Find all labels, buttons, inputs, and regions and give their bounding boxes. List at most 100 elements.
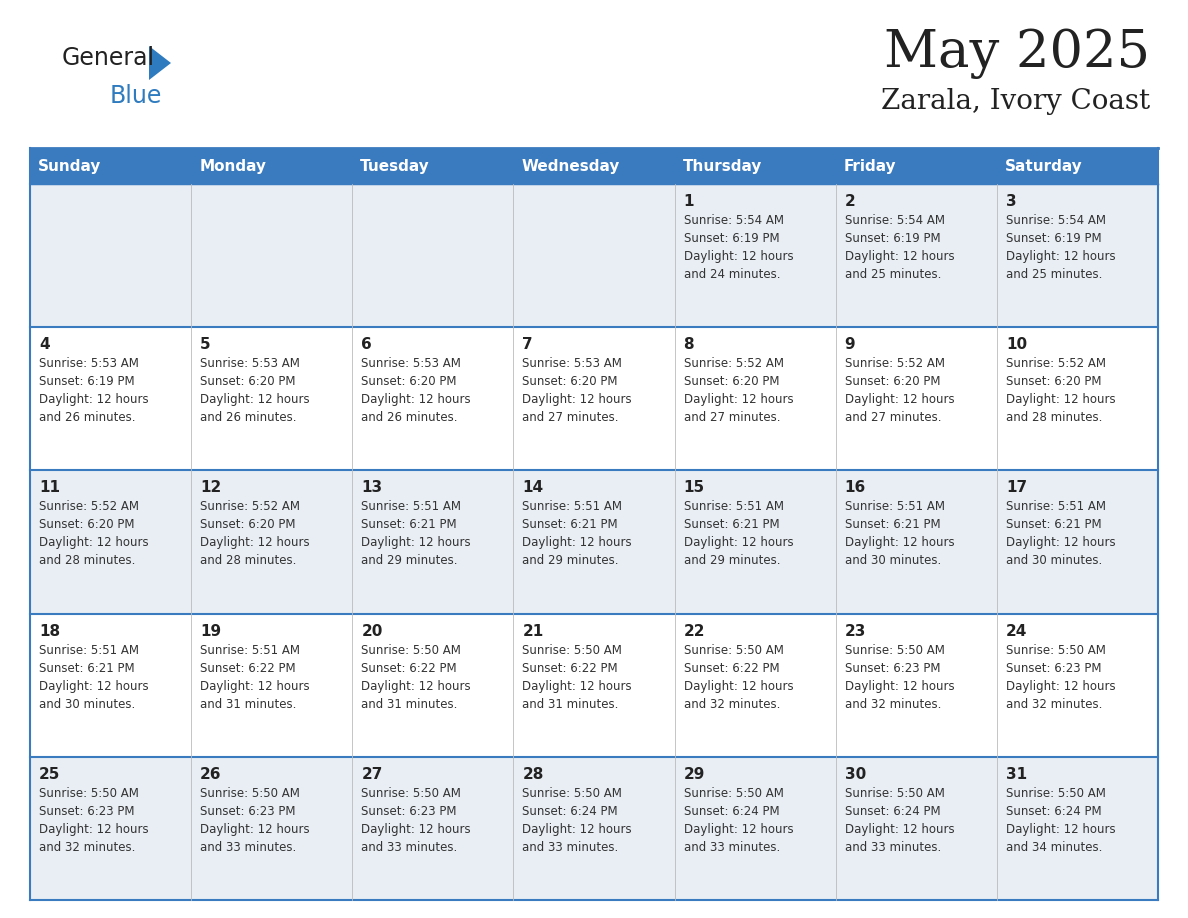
Bar (191, 148, 353, 184)
Text: 7: 7 (523, 337, 533, 353)
Bar (191, 756, 353, 900)
Text: Daylight: 12 hours: Daylight: 12 hours (1006, 679, 1116, 692)
Text: Daylight: 12 hours: Daylight: 12 hours (683, 250, 794, 263)
Text: Sunrise: 5:50 AM: Sunrise: 5:50 AM (523, 644, 623, 656)
Bar (30, 756, 191, 900)
Text: Daylight: 12 hours: Daylight: 12 hours (845, 679, 954, 692)
Text: and 32 minutes.: and 32 minutes. (845, 698, 941, 711)
Text: Sunrise: 5:53 AM: Sunrise: 5:53 AM (200, 357, 301, 370)
Text: and 33 minutes.: and 33 minutes. (523, 841, 619, 854)
Text: Sunset: 6:20 PM: Sunset: 6:20 PM (1006, 375, 1101, 388)
Text: and 28 minutes.: and 28 minutes. (39, 554, 135, 567)
Text: Daylight: 12 hours: Daylight: 12 hours (683, 679, 794, 692)
Text: Daylight: 12 hours: Daylight: 12 hours (845, 250, 954, 263)
Text: Sunset: 6:19 PM: Sunset: 6:19 PM (845, 232, 941, 245)
Text: 8: 8 (683, 337, 694, 353)
Text: Daylight: 12 hours: Daylight: 12 hours (39, 823, 148, 835)
Bar (30, 148, 191, 184)
Bar (675, 613, 835, 756)
Text: and 33 minutes.: and 33 minutes. (200, 841, 296, 854)
Text: Sunrise: 5:52 AM: Sunrise: 5:52 AM (200, 500, 301, 513)
Text: and 32 minutes.: and 32 minutes. (1006, 698, 1102, 711)
Text: Sunset: 6:20 PM: Sunset: 6:20 PM (523, 375, 618, 388)
Text: Sunset: 6:23 PM: Sunset: 6:23 PM (39, 805, 134, 818)
Text: Daylight: 12 hours: Daylight: 12 hours (683, 536, 794, 549)
Bar (353, 470, 513, 613)
Text: Daylight: 12 hours: Daylight: 12 hours (361, 536, 470, 549)
Text: and 30 minutes.: and 30 minutes. (845, 554, 941, 567)
Text: Daylight: 12 hours: Daylight: 12 hours (845, 393, 954, 406)
Text: Sunset: 6:21 PM: Sunset: 6:21 PM (1006, 519, 1101, 532)
Text: and 27 minutes.: and 27 minutes. (845, 411, 941, 424)
Text: Daylight: 12 hours: Daylight: 12 hours (523, 679, 632, 692)
Text: Sunset: 6:22 PM: Sunset: 6:22 PM (361, 662, 457, 675)
Text: Sunset: 6:19 PM: Sunset: 6:19 PM (683, 232, 779, 245)
Text: Sunrise: 5:50 AM: Sunrise: 5:50 AM (845, 787, 944, 800)
Text: and 32 minutes.: and 32 minutes. (683, 698, 781, 711)
Bar (997, 148, 1158, 184)
Text: Sunset: 6:21 PM: Sunset: 6:21 PM (523, 519, 618, 532)
Text: Daylight: 12 hours: Daylight: 12 hours (1006, 823, 1116, 835)
Bar (30, 184, 191, 327)
Text: and 30 minutes.: and 30 minutes. (1006, 554, 1102, 567)
Text: Sunrise: 5:50 AM: Sunrise: 5:50 AM (361, 787, 461, 800)
Bar (30, 327, 191, 470)
Bar (675, 470, 835, 613)
Text: 1: 1 (683, 194, 694, 209)
Bar (30, 613, 191, 756)
Bar (835, 613, 997, 756)
Text: 4: 4 (39, 337, 50, 353)
Text: 5: 5 (200, 337, 210, 353)
Text: and 27 minutes.: and 27 minutes. (683, 411, 781, 424)
Bar (513, 613, 675, 756)
Bar (30, 470, 191, 613)
Text: Sunrise: 5:50 AM: Sunrise: 5:50 AM (683, 644, 783, 656)
Text: Saturday: Saturday (1005, 159, 1082, 174)
Text: Tuesday: Tuesday (360, 159, 430, 174)
Text: Daylight: 12 hours: Daylight: 12 hours (683, 823, 794, 835)
Text: 25: 25 (39, 767, 61, 782)
Text: Sunrise: 5:51 AM: Sunrise: 5:51 AM (200, 644, 301, 656)
Text: Sunrise: 5:50 AM: Sunrise: 5:50 AM (200, 787, 301, 800)
Text: Sunset: 6:24 PM: Sunset: 6:24 PM (523, 805, 618, 818)
Text: Sunset: 6:24 PM: Sunset: 6:24 PM (845, 805, 941, 818)
Bar (675, 756, 835, 900)
Text: 29: 29 (683, 767, 704, 782)
Text: and 30 minutes.: and 30 minutes. (39, 698, 135, 711)
Text: Sunset: 6:21 PM: Sunset: 6:21 PM (845, 519, 941, 532)
Text: Daylight: 12 hours: Daylight: 12 hours (683, 393, 794, 406)
Bar (513, 148, 675, 184)
Text: Thursday: Thursday (683, 159, 762, 174)
Text: Sunset: 6:20 PM: Sunset: 6:20 PM (200, 375, 296, 388)
Bar (835, 756, 997, 900)
Text: Sunday: Sunday (38, 159, 101, 174)
Text: Zarala, Ivory Coast: Zarala, Ivory Coast (880, 88, 1150, 115)
Text: Sunset: 6:22 PM: Sunset: 6:22 PM (683, 662, 779, 675)
Text: and 26 minutes.: and 26 minutes. (39, 411, 135, 424)
Text: Sunrise: 5:54 AM: Sunrise: 5:54 AM (683, 214, 784, 227)
Text: 31: 31 (1006, 767, 1026, 782)
Text: 18: 18 (39, 623, 61, 639)
Text: 12: 12 (200, 480, 221, 496)
Polygon shape (148, 46, 171, 80)
Text: 11: 11 (39, 480, 61, 496)
Text: 3: 3 (1006, 194, 1017, 209)
Text: 2: 2 (845, 194, 855, 209)
Text: Daylight: 12 hours: Daylight: 12 hours (39, 679, 148, 692)
Bar (997, 613, 1158, 756)
Text: and 29 minutes.: and 29 minutes. (683, 554, 781, 567)
Bar (835, 327, 997, 470)
Text: Blue: Blue (110, 84, 163, 108)
Text: Sunset: 6:22 PM: Sunset: 6:22 PM (200, 662, 296, 675)
Bar (997, 184, 1158, 327)
Text: Sunrise: 5:51 AM: Sunrise: 5:51 AM (39, 644, 139, 656)
Text: Daylight: 12 hours: Daylight: 12 hours (523, 393, 632, 406)
Text: Daylight: 12 hours: Daylight: 12 hours (361, 823, 470, 835)
Text: Sunrise: 5:51 AM: Sunrise: 5:51 AM (1006, 500, 1106, 513)
Text: Sunrise: 5:52 AM: Sunrise: 5:52 AM (683, 357, 784, 370)
Text: 15: 15 (683, 480, 704, 496)
Text: May 2025: May 2025 (884, 28, 1150, 79)
Text: Daylight: 12 hours: Daylight: 12 hours (845, 823, 954, 835)
Text: 27: 27 (361, 767, 383, 782)
Text: Daylight: 12 hours: Daylight: 12 hours (361, 679, 470, 692)
